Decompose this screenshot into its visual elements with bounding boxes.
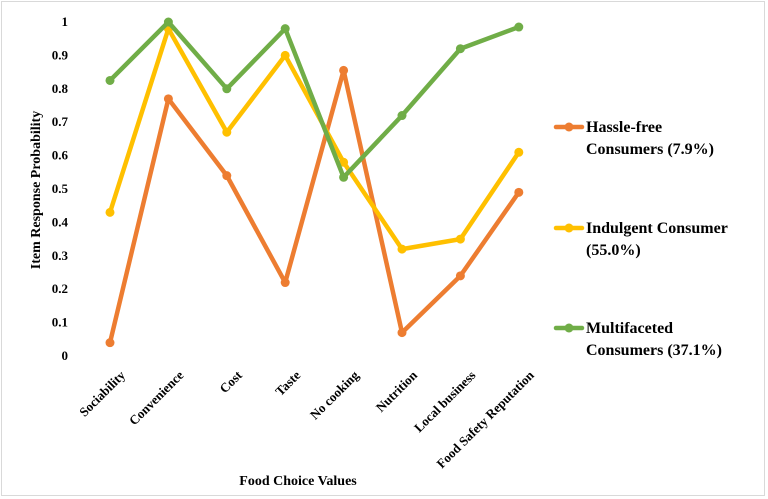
legend-swatch-marker [564, 122, 574, 132]
x-tick-label: Sociability [76, 367, 128, 419]
legend-label: Hassle-free [586, 119, 662, 136]
y-tick-label: 0.1 [52, 315, 68, 330]
x-axis-title: Food Choice Values [239, 474, 357, 489]
x-tick-label: Nutrition [373, 367, 421, 415]
series-line [107, 68, 522, 345]
data-point [339, 65, 349, 75]
data-point [280, 24, 290, 34]
data-point [222, 127, 232, 137]
series-3 [105, 17, 524, 182]
data-point [105, 207, 115, 217]
x-tick-label: Food Safety Reputation [433, 367, 537, 471]
legend-swatch-marker [564, 323, 574, 333]
data-point [455, 234, 465, 244]
series-1 [105, 65, 524, 348]
data-point [397, 244, 407, 254]
legend-label: Consumers (37.1%) [586, 342, 722, 359]
legend-item: Hassle-free Consumers (7.9%) [553, 119, 714, 158]
data-point [280, 50, 290, 60]
data-point [339, 172, 349, 182]
legend-label: (55.0%) [586, 242, 641, 259]
y-tick-label: 0.2 [52, 281, 68, 296]
x-tick-label: Cost [216, 367, 245, 396]
data-point [163, 17, 173, 27]
x-tick-label: No cooking [307, 367, 362, 422]
data-point [163, 94, 173, 104]
y-axis-ticks: 0 0.1 0.2 0.3 0.4 0.5 0.6 0.7 0.8 0.9 1 [52, 14, 69, 363]
legend-label: Consumers (7.9%) [586, 141, 714, 158]
legend: Hassle-free Consumers (7.9%) Indulgent Con… [553, 119, 728, 359]
data-point [455, 271, 465, 281]
data-point [105, 75, 115, 85]
y-tick-label: 0 [62, 348, 69, 363]
data-point [397, 328, 407, 338]
data-point [222, 84, 232, 94]
legend-label: Multifaceted [586, 320, 673, 337]
data-point [280, 278, 290, 288]
data-point [514, 147, 524, 157]
data-point [514, 187, 524, 197]
y-tick-label: 0.5 [52, 181, 69, 196]
y-tick-label: 1 [62, 14, 69, 29]
legend-swatch-marker [564, 223, 574, 233]
data-point [222, 171, 232, 181]
data-point [339, 157, 349, 167]
y-tick-label: 0.6 [52, 148, 69, 163]
data-point [514, 22, 524, 32]
series-2 [105, 24, 524, 254]
data-point [455, 44, 465, 54]
series-line [107, 19, 522, 180]
y-tick-label: 0.9 [52, 47, 69, 62]
x-tick-label: Taste [272, 367, 303, 398]
y-tick-label: 0.4 [52, 214, 69, 229]
data-point [105, 338, 115, 348]
legend-item: Multifaceted Consumers (37.1%) [553, 320, 722, 359]
legend-item: Indulgent Consumer (55.0%) [553, 220, 728, 259]
y-axis-title: Item Response Probability [29, 111, 44, 269]
y-tick-label: 0.3 [52, 248, 69, 263]
y-tick-label: 0.7 [52, 114, 69, 129]
series-layer [105, 17, 524, 348]
y-tick-label: 0.8 [52, 81, 69, 96]
legend-label: Indulgent Consumer [586, 220, 728, 237]
x-tick-label: Convenience [126, 367, 187, 428]
series-line [107, 26, 522, 252]
data-point [397, 111, 407, 121]
